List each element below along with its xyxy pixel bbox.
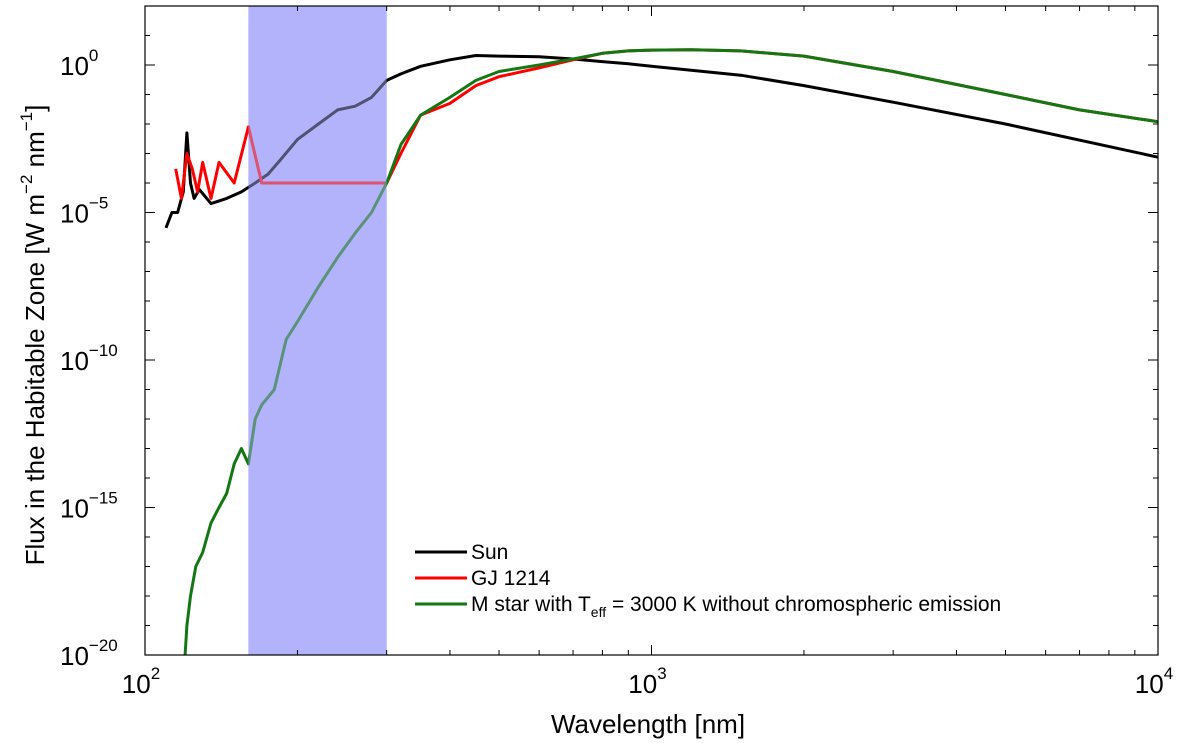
legend-label-1: Sun xyxy=(471,541,508,564)
x-tick-label: 103 xyxy=(628,664,666,699)
y-tick-label: 10−15 xyxy=(60,489,118,524)
series-line-3 xyxy=(183,48,1159,656)
x-axis-label: Wavelength [nm] xyxy=(551,709,745,739)
y-axis-label-exp1: −2 xyxy=(17,175,36,194)
y-axis-label: Flux in the Habitable Zone [W m−2 nm−1] xyxy=(17,105,50,566)
y-tick-label: 10−20 xyxy=(60,636,118,671)
legend: Sun GJ 1214 M star with Teff = 3000 K with… xyxy=(415,541,1001,620)
y-axis-label-end: ] xyxy=(20,105,50,112)
shaded-wavelength-band-overlay xyxy=(248,6,387,655)
x-tick-label: 104 xyxy=(1135,664,1173,699)
y-tick-label: 10−10 xyxy=(60,341,118,376)
y-tick-label: 10−5 xyxy=(60,194,108,229)
x-tick-label: 102 xyxy=(122,664,160,699)
axes-layer xyxy=(144,5,1159,656)
shaded-wavelength-band xyxy=(248,6,387,655)
series-line-1 xyxy=(164,54,1159,229)
y-tick-label: 100 xyxy=(60,46,98,81)
shaded-region-layer xyxy=(248,6,387,655)
y-axis-label-exp2: −1 xyxy=(17,112,36,131)
series-layer xyxy=(164,6,1159,656)
y-axis-label-main: Flux in the Habitable Zone [W m xyxy=(20,194,50,565)
legend-label-3: M star with Teff = 3000 K without chromo… xyxy=(471,593,1001,620)
y-axis-label-mid: nm xyxy=(20,131,50,174)
legend-label-2: GJ 1214 xyxy=(471,567,551,590)
tick-label-layer: 102 103 104 10−20 10−15 10−10 10−5 100 xyxy=(60,46,1173,699)
